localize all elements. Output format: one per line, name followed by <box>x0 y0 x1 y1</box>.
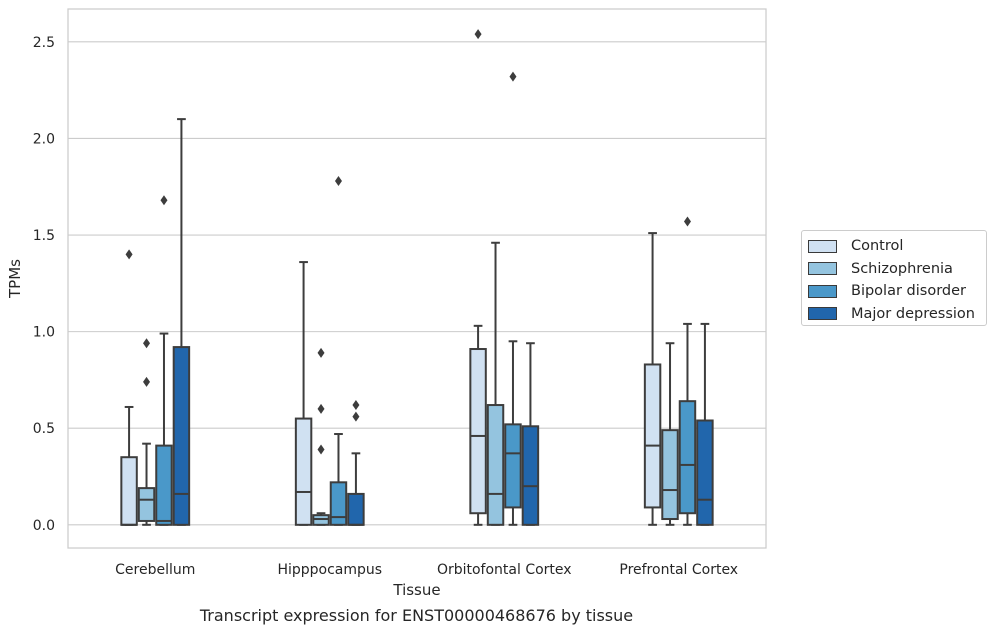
y-axis-label: TPMs <box>6 259 24 299</box>
box-bipolar-disorder <box>329 175 348 526</box>
y-tick-label: 0.0 <box>33 518 55 534</box>
box-iqr <box>521 425 540 526</box>
outlier-point <box>160 195 168 206</box>
outlier-point <box>143 376 151 387</box>
box-iqr <box>469 348 487 515</box>
outlier-point <box>334 175 342 186</box>
box-iqr <box>504 423 522 509</box>
legend: Control Schizophrenia Bipolar disorder Majo… <box>801 230 987 326</box>
outlier-point <box>317 403 325 414</box>
outlier-point <box>317 347 325 358</box>
box-bipolar-disorder <box>155 195 173 526</box>
box-iqr <box>172 346 191 526</box>
box-control <box>120 249 138 526</box>
box-control <box>469 29 487 526</box>
x-tick-labels: Cerebellum Hipppocampus Orbitofontal Corte… <box>115 562 738 578</box>
legend-label: Major depression <box>851 305 975 322</box>
box-major-depression <box>347 400 365 526</box>
box-iqr <box>329 481 348 526</box>
legend-item: Control <box>808 235 986 258</box>
chart-title: Transcript expression for ENST0000046867… <box>199 606 634 625</box>
x-tick-label: Orbitofontal Cortex <box>437 562 572 578</box>
legend-item: Major depression <box>808 303 986 326</box>
box-iqr <box>678 400 697 515</box>
box-major-depression <box>172 118 191 526</box>
box-bipolar-disorder <box>678 216 697 526</box>
y-tick-label: 2.5 <box>33 35 55 51</box>
legend-item: Bipolar disorder <box>808 280 986 303</box>
box-major-depression <box>696 322 714 526</box>
legend-swatch <box>808 307 837 321</box>
box-iqr <box>696 419 714 526</box>
legend-label: Control <box>851 238 904 255</box>
box-iqr <box>294 417 313 526</box>
outlier-point <box>352 400 360 411</box>
outlier-point <box>352 411 360 422</box>
box-schizophrenia <box>661 342 679 526</box>
box-control <box>294 261 313 526</box>
box-iqr <box>155 444 173 526</box>
y-tick-label: 0.5 <box>33 421 55 437</box>
box-schizophrenia <box>137 338 156 526</box>
x-tick-label: Hipppocampus <box>277 562 382 578</box>
outlier-point <box>509 71 517 82</box>
x-tick-label: Prefrontal Cortex <box>619 562 738 578</box>
box-major-depression <box>521 342 540 526</box>
y-tick-labels: 0.0 0.5 1.0 1.5 2.0 2.5 <box>33 35 55 534</box>
legend-swatch <box>808 284 837 298</box>
box-iqr <box>643 363 662 509</box>
box-schizophrenia <box>312 347 330 526</box>
box-iqr <box>347 492 365 526</box>
y-tick-label: 1.5 <box>33 228 55 244</box>
box-iqr <box>137 487 156 522</box>
outlier-point <box>125 249 133 260</box>
box-schizophrenia <box>486 241 505 526</box>
x-tick-label: Cerebellum <box>115 562 195 578</box>
y-tick-label: 1.0 <box>33 325 55 341</box>
box-control <box>643 232 662 526</box>
outlier-point <box>143 338 151 349</box>
box-series <box>120 29 714 526</box>
x-axis-label: Tissue <box>392 581 440 599</box>
box-iqr <box>486 404 505 526</box>
y-tick-label: 2.0 <box>33 131 55 147</box>
outlier-point <box>317 444 325 455</box>
legend-item: Schizophrenia <box>808 258 986 281</box>
legend-label: Bipolar disorder <box>851 283 966 300</box>
legend-label: Schizophrenia <box>851 260 953 277</box>
plot-frame <box>67 8 767 549</box>
outlier-point <box>474 29 482 40</box>
legend-swatch <box>808 262 837 276</box>
box-iqr <box>120 456 138 526</box>
outlier-point <box>683 216 691 227</box>
box-bipolar-disorder <box>504 71 522 526</box>
box-iqr <box>661 429 679 521</box>
legend-swatch <box>808 239 837 253</box>
